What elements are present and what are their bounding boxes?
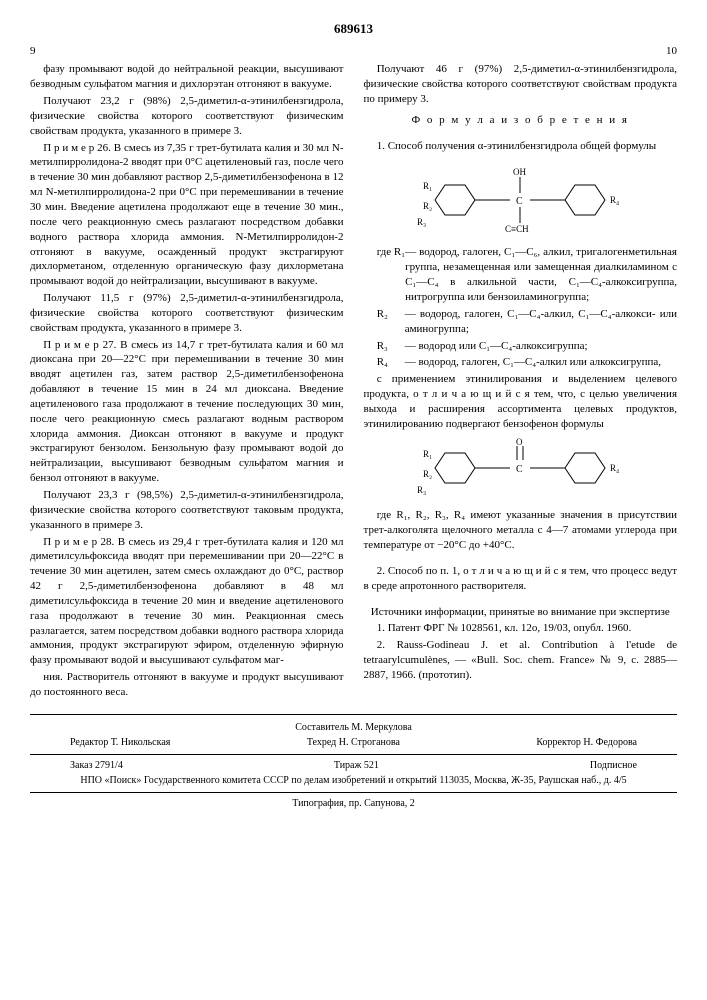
r2-label: R₂	[423, 201, 432, 211]
r4-label: R₄	[610, 463, 619, 473]
where-r2: R₂ — водород, галоген, C₁—C₄-алкил, C₁—C…	[377, 307, 677, 337]
tirazh: Тираж 521	[334, 759, 379, 773]
source-1: 1. Патент ФРГ № 1028561, кл. 12o, 19/03,…	[364, 621, 678, 636]
where-key: R₂	[377, 307, 405, 337]
page-right: 10	[666, 44, 677, 59]
structural-formula-2: R₁ R₂ R₃ R₄ C O	[364, 438, 678, 503]
c-label: C	[516, 196, 523, 207]
sources-head: Источники информации, принятые во вниман…	[364, 605, 678, 620]
claim-1-tail: с применением этинилирования и выделение…	[364, 372, 678, 431]
where-key: R₄	[377, 355, 405, 370]
body-columns: фазу промывают водой до нейтральной реак…	[30, 62, 677, 699]
page-left: 9	[30, 44, 36, 59]
paragraph: Получают 23,2 г (98%) 2,5-диметил-α-этин…	[30, 94, 344, 139]
where-key: где R₁	[377, 245, 405, 304]
paragraph: П р и м е р 26. В смесь из 7,35 г трет-б…	[30, 141, 344, 289]
r1-label: R₁	[423, 181, 432, 191]
paragraph: Получают 46 г (97%) 2,5-диметил-α-этинил…	[364, 62, 678, 107]
where-val: — водород или C₁—C₄-алкоксигруппа;	[405, 339, 677, 354]
r3-label: R₃	[417, 217, 426, 227]
structural-formula-1: R₁ R₂ R₃ R₄ OH C C≡CH	[364, 165, 678, 240]
doc-number: 689613	[30, 20, 677, 38]
claim-1-head: 1. Способ получения α-этинилбензгидрола …	[364, 139, 678, 154]
org: НПО «Поиск» Государственного комитета СС…	[30, 774, 677, 788]
techred: Техред Н. Строганова	[307, 736, 400, 750]
r1-label: R₁	[423, 449, 432, 459]
where-key: R₃	[377, 339, 405, 354]
where-r4: R₄ — водород, галоген, C₁—C₄-алкил или а…	[377, 355, 677, 370]
podpisnoe: Подписное	[590, 759, 637, 773]
where-val: — водород, галоген, C₁—C₄-алкил, C₁—C₄-а…	[405, 307, 677, 337]
source-2: 2. Rauss-Godineau J. et al. Contribution…	[364, 638, 678, 683]
paragraph: фазу промывают водой до нейтральной реак…	[30, 62, 344, 92]
where-block: где R₁ — водород, галоген, C₁—C₆, алкил,…	[377, 245, 677, 370]
paragraph: ния. Растворитель отгоняют в вакууме и п…	[30, 670, 344, 700]
r3-label: R₃	[417, 485, 426, 495]
where-val: — водород, галоген, C₁—C₄-алкил или алко…	[405, 355, 677, 370]
o-label: O	[516, 438, 523, 447]
compiler: Составитель М. Меркулова	[30, 721, 677, 735]
r2-label: R₂	[423, 469, 432, 479]
footer: Составитель М. Меркулова Редактор Т. Ник…	[30, 714, 677, 811]
paragraph: Получают 23,3 г (98,5%) 2,5-диметил-α-эт…	[30, 488, 344, 533]
paragraph: Получают 11,5 г (97%) 2,5-диметил-α-этин…	[30, 291, 344, 336]
where-r1: где R₁ — водород, галоген, C₁—C₆, алкил,…	[377, 245, 677, 304]
typography: Типография, пр. Сапунова, 2	[30, 797, 677, 811]
cch-label: C≡CH	[505, 224, 529, 234]
page-numbers: 9 10	[30, 44, 677, 59]
c-label: C	[516, 464, 523, 475]
claims-title: Ф о р м у л а и з о б р е т е н и я	[364, 113, 678, 128]
order: Заказ 2791/4	[70, 759, 123, 773]
claim-1-end: где R₁, R₂, R₃, R₄ имеют указанные значе…	[364, 508, 678, 553]
corrector: Корректор Н. Федорова	[536, 736, 637, 750]
r4-label: R₄	[610, 195, 619, 205]
claim-2: 2. Способ по п. 1, о т л и ч а ю щ и й с…	[364, 564, 678, 594]
oh-label: OH	[513, 167, 526, 177]
paragraph: П р и м е р 28. В смесь из 29,4 г трет-б…	[30, 535, 344, 669]
paragraph: П р и м е р 27. В смесь из 14,7 г трет-б…	[30, 338, 344, 486]
where-val: — водород, галоген, C₁—C₆, алкил, тригал…	[405, 245, 677, 304]
editor: Редактор Т. Никольская	[70, 736, 170, 750]
where-r3: R₃ — водород или C₁—C₄-алкоксигруппа;	[377, 339, 677, 354]
